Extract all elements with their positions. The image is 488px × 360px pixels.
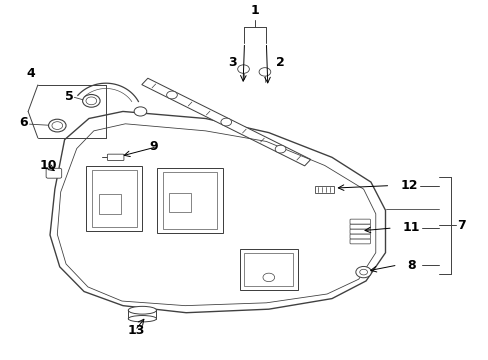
Polygon shape	[142, 78, 310, 166]
Circle shape	[166, 91, 177, 99]
Text: 7: 7	[457, 219, 465, 232]
Text: 6: 6	[20, 116, 28, 129]
Text: 3: 3	[228, 55, 237, 68]
Text: 5: 5	[64, 90, 73, 103]
Bar	[163, 172, 216, 229]
Text: 2: 2	[276, 55, 285, 68]
Text: 8: 8	[407, 258, 415, 271]
Circle shape	[52, 122, 62, 130]
Text: 1: 1	[250, 4, 259, 17]
Circle shape	[82, 94, 100, 107]
FancyBboxPatch shape	[349, 234, 370, 239]
FancyBboxPatch shape	[107, 154, 123, 161]
Bar	[244, 253, 292, 286]
Circle shape	[259, 68, 270, 76]
Circle shape	[237, 65, 249, 73]
Bar	[99, 194, 120, 214]
Text: 10: 10	[39, 159, 57, 172]
Bar	[239, 249, 297, 290]
Circle shape	[263, 273, 274, 282]
Circle shape	[48, 119, 66, 132]
Text: 9: 9	[149, 140, 158, 153]
FancyBboxPatch shape	[349, 239, 370, 244]
FancyBboxPatch shape	[349, 224, 370, 229]
FancyBboxPatch shape	[46, 168, 61, 178]
Bar	[86, 166, 142, 231]
Text: 11: 11	[402, 221, 419, 234]
Bar	[169, 193, 191, 212]
Circle shape	[275, 145, 285, 153]
Text: 4: 4	[26, 67, 35, 80]
Ellipse shape	[128, 315, 156, 322]
Ellipse shape	[128, 306, 156, 314]
Text: 13: 13	[127, 324, 145, 337]
Circle shape	[221, 118, 231, 126]
Circle shape	[359, 269, 367, 275]
Bar	[157, 168, 222, 233]
Polygon shape	[50, 112, 385, 313]
Bar	[314, 186, 334, 193]
Circle shape	[86, 97, 97, 105]
Bar	[92, 170, 136, 227]
FancyBboxPatch shape	[349, 219, 370, 224]
Circle shape	[355, 266, 371, 278]
Text: 12: 12	[399, 179, 417, 192]
Circle shape	[134, 107, 146, 116]
FancyBboxPatch shape	[349, 229, 370, 234]
